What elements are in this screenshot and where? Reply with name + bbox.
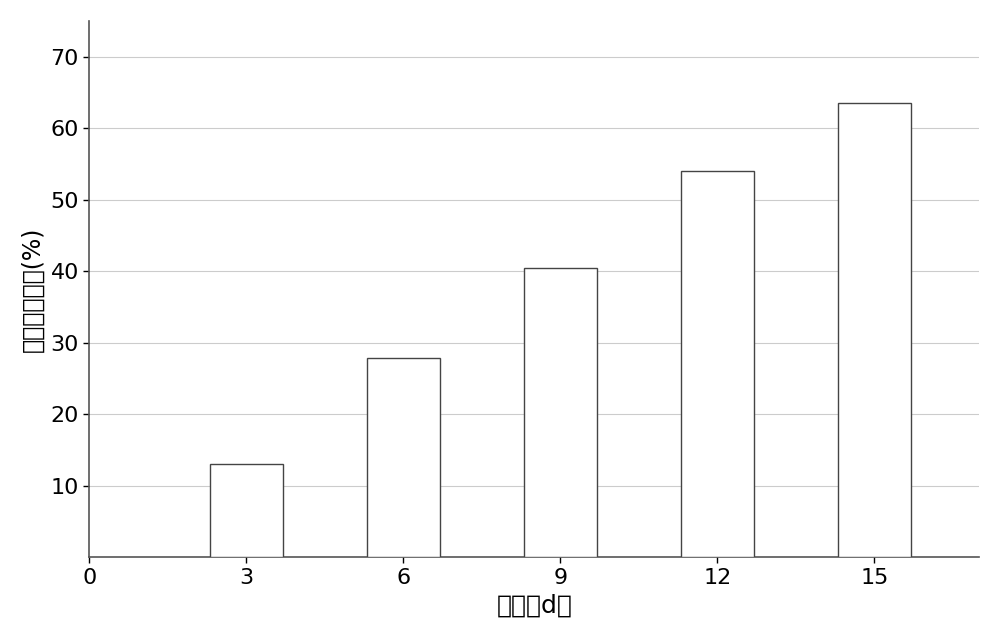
Bar [838,103,911,557]
Y-axis label: 石油烃降解率(%): 石油烃降解率(%) [21,226,45,352]
Bar [367,359,440,557]
Bar [210,464,283,557]
Bar [524,267,597,557]
Bar [681,171,754,557]
X-axis label: 时间（d）: 时间（d） [496,593,572,617]
